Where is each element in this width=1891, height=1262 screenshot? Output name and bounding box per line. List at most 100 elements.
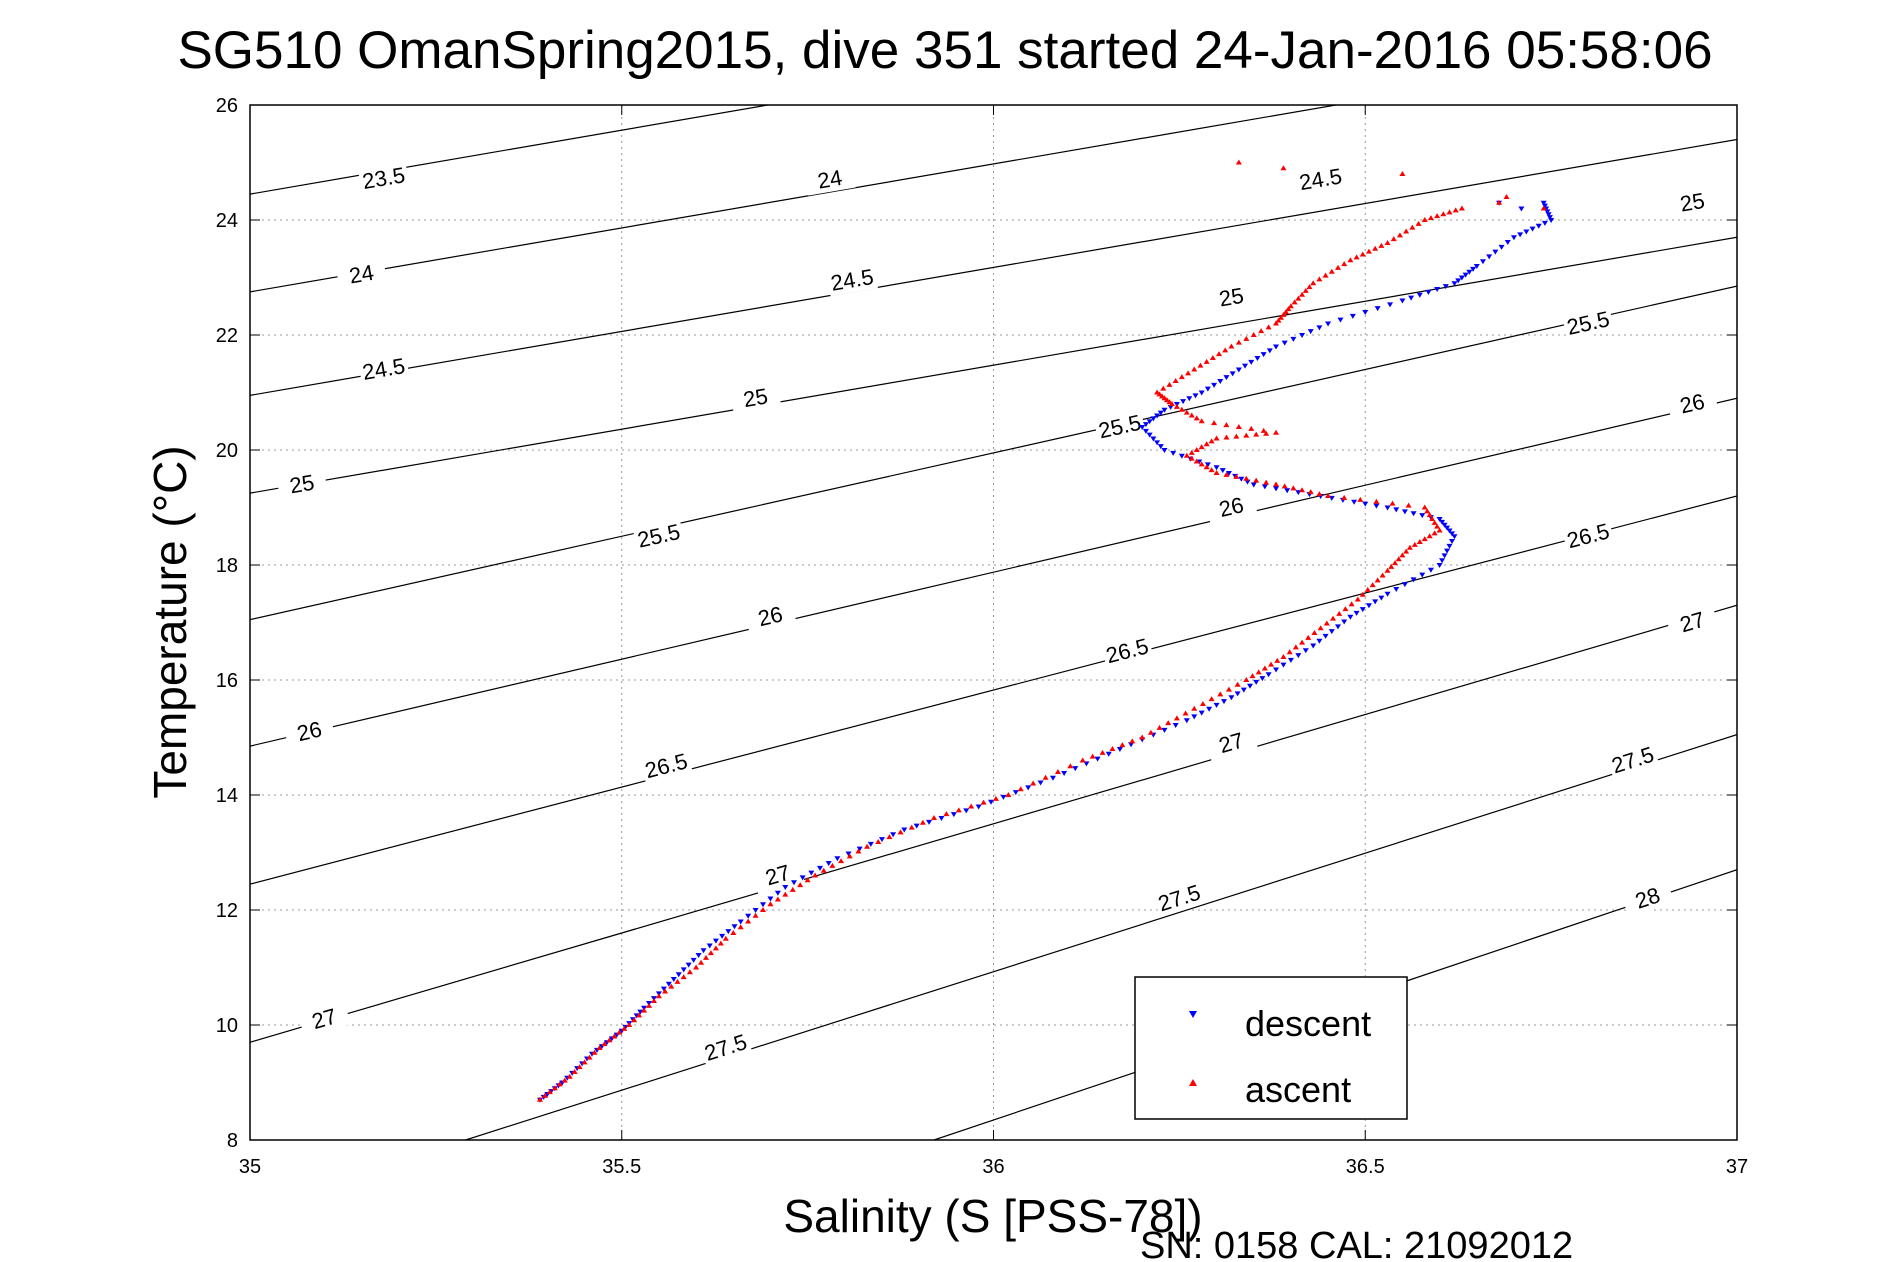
ascent-point xyxy=(698,959,705,965)
ascent-point xyxy=(1089,753,1096,759)
descent-point xyxy=(1220,699,1227,705)
ascent-point xyxy=(1446,209,1453,215)
y-axis-label: Temperature (°C) xyxy=(144,445,196,798)
ascent-point xyxy=(1496,199,1503,205)
descent-point xyxy=(675,972,682,978)
ascent-point xyxy=(707,950,714,956)
ascent-point xyxy=(1119,742,1126,748)
descent-point xyxy=(1142,428,1149,434)
x-tick-label: 37 xyxy=(1726,1156,1748,1178)
descent-point xyxy=(799,875,806,881)
ascent-point xyxy=(1235,159,1242,165)
ascent-point xyxy=(1154,389,1161,395)
descent-point xyxy=(1316,638,1323,644)
ascent-point xyxy=(541,1092,548,1098)
descent-point xyxy=(1273,344,1280,350)
ascent-point xyxy=(1275,317,1282,323)
y-tick-label: 14 xyxy=(216,785,238,807)
descent-point xyxy=(1238,476,1245,482)
isopycnal-label-bg xyxy=(1665,384,1719,422)
isopycnal-label-bg xyxy=(1204,488,1258,525)
ascent-point xyxy=(1391,560,1398,566)
ascent-point xyxy=(1222,347,1229,353)
descent-point xyxy=(1213,702,1220,708)
descent-point xyxy=(1384,591,1391,597)
descent-point xyxy=(1223,375,1230,381)
isopycnal-label-bg xyxy=(276,466,328,501)
descent-point xyxy=(1290,336,1297,342)
ascent-point xyxy=(1347,257,1354,263)
descent-point xyxy=(1260,352,1267,358)
isopycnal-label-bg xyxy=(1152,877,1206,918)
ascent-point xyxy=(611,1033,618,1039)
ascent-point xyxy=(1191,705,1198,711)
ascent-point xyxy=(1208,696,1215,702)
isopycnal-label-bg xyxy=(335,256,388,291)
ascent-point xyxy=(1172,378,1179,383)
ascent-point xyxy=(1263,479,1270,485)
ascent-point xyxy=(650,998,657,1004)
descent-point xyxy=(1439,519,1446,525)
ascent-point xyxy=(1436,527,1443,533)
ascent-point xyxy=(745,918,752,924)
ascent-point xyxy=(586,1054,593,1060)
ascent-point xyxy=(1243,335,1250,341)
ascent-point xyxy=(919,819,926,825)
ascent-point xyxy=(626,1022,633,1027)
descent-point xyxy=(1146,432,1153,438)
descent-point xyxy=(1105,751,1112,757)
descent-point xyxy=(1328,629,1335,635)
isopycnal-line xyxy=(250,397,1737,747)
ascent-point xyxy=(1213,435,1220,441)
descent-point xyxy=(988,799,995,805)
descent-point xyxy=(1247,683,1254,689)
descent-point xyxy=(1161,448,1168,453)
ascent-point xyxy=(1228,343,1235,349)
descent-point xyxy=(1425,289,1432,295)
ascent-point xyxy=(601,1041,608,1047)
ascent-point xyxy=(631,1017,638,1023)
ascent-point xyxy=(797,882,804,888)
x-tick-label: 35.5 xyxy=(602,1156,641,1178)
isopycnal-label-bg xyxy=(803,161,856,196)
ascent-point xyxy=(838,858,845,864)
ascent-point xyxy=(1129,738,1136,744)
descent-point xyxy=(1281,340,1288,346)
descent-point xyxy=(1374,306,1381,312)
descent-point xyxy=(1211,382,1218,388)
y-tick-label: 22 xyxy=(216,325,238,347)
ascent-point xyxy=(980,799,987,805)
data-series xyxy=(536,159,1555,1103)
descent-point xyxy=(1198,710,1205,716)
isopycnal-label-bg xyxy=(1204,723,1258,762)
ascent-point xyxy=(1258,328,1265,334)
ascent-point xyxy=(636,1012,643,1018)
ascent-point xyxy=(1406,544,1413,550)
descent-point xyxy=(1154,440,1161,446)
descent-point xyxy=(782,885,789,890)
y-tick-label: 26 xyxy=(216,95,238,117)
isopycnal-label-bg xyxy=(1666,184,1719,219)
isopycnal-line xyxy=(250,495,1737,885)
descent-point xyxy=(1448,539,1455,545)
descent-point xyxy=(901,827,908,833)
descent-point xyxy=(1541,220,1548,226)
descent-point xyxy=(1410,511,1417,517)
ascent-point xyxy=(1389,500,1396,506)
ascent-point xyxy=(662,988,669,994)
ascent-point xyxy=(680,974,687,980)
ascent-point xyxy=(1354,596,1361,602)
descent-point xyxy=(1146,419,1153,425)
ascent-point xyxy=(1384,240,1391,245)
legend-ascent-label: ascent xyxy=(1245,1069,1351,1110)
descent-point xyxy=(1387,302,1394,308)
legend-descent-label: descent xyxy=(1245,1003,1371,1044)
isopycnal-line xyxy=(250,236,1737,494)
descent-point xyxy=(878,837,885,843)
descent-point xyxy=(1434,287,1441,292)
ascent-point xyxy=(1183,452,1190,458)
isopycnal-label: 24 xyxy=(347,260,375,289)
descent-point xyxy=(1229,371,1236,377)
ascent-point xyxy=(1030,780,1037,786)
isopycnal-line xyxy=(250,604,1737,1043)
